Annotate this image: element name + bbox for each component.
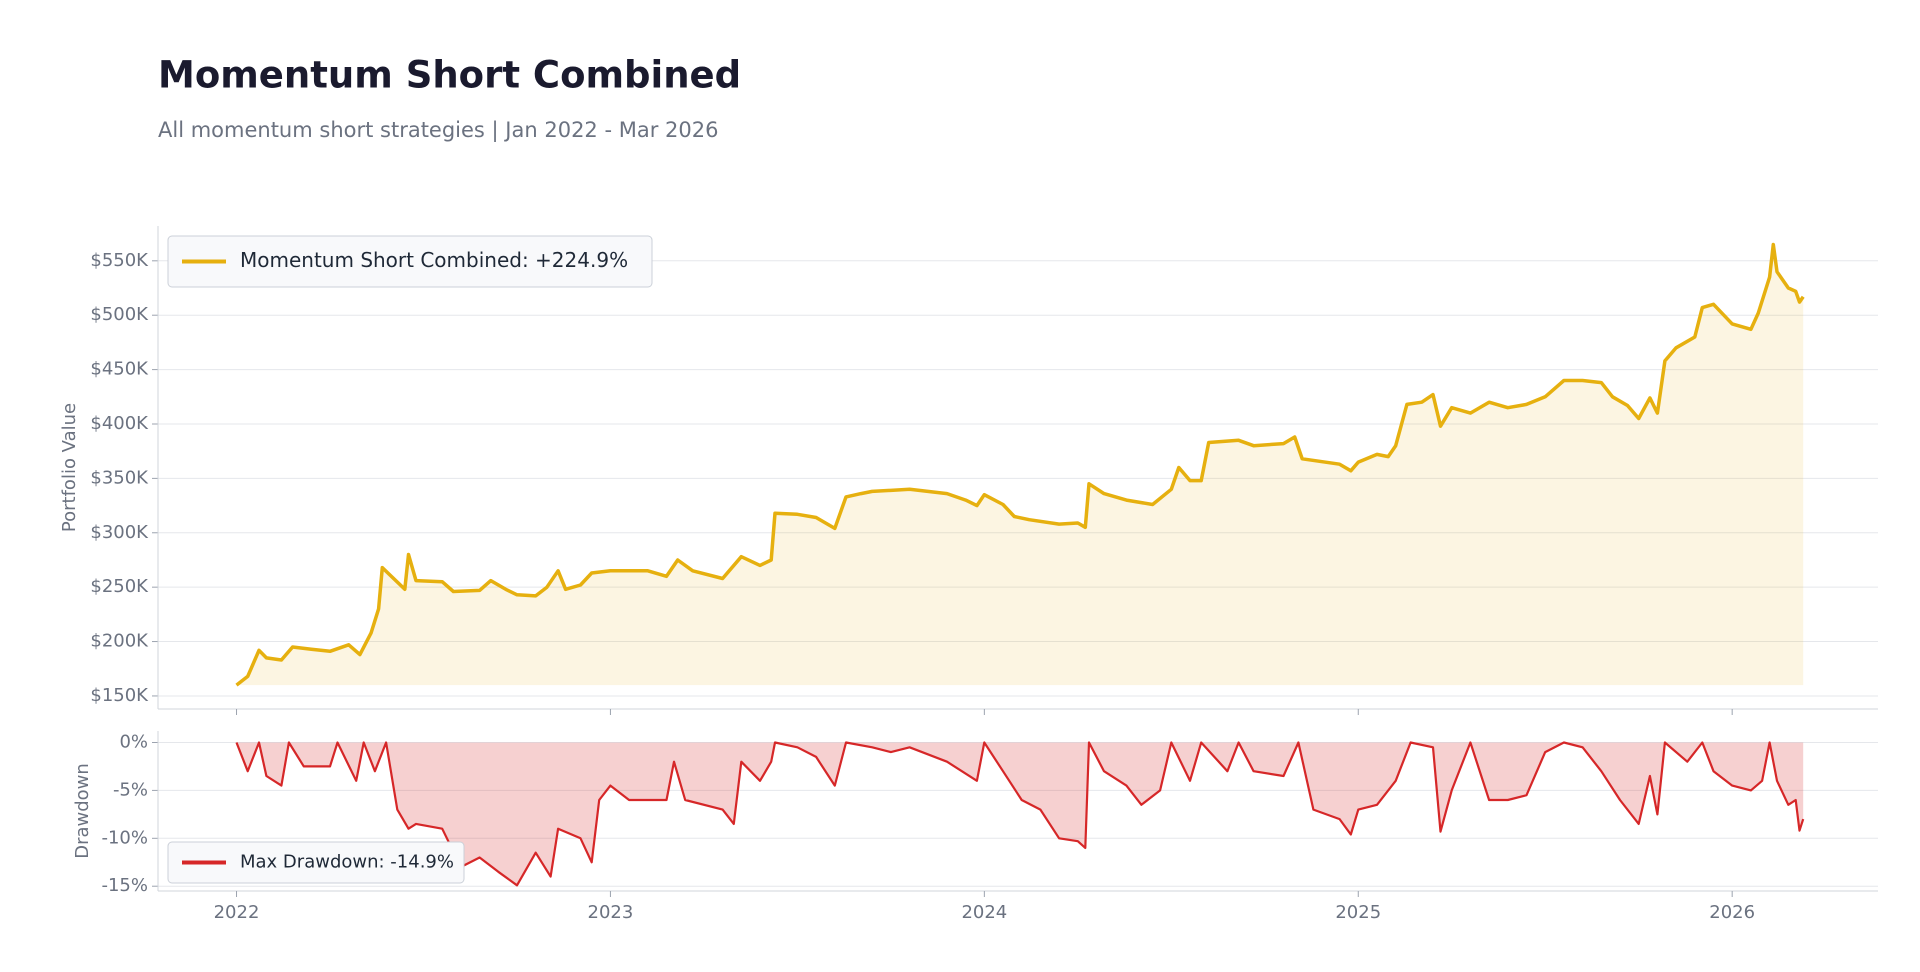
y-tick-label: $550K [90,250,149,271]
y-tick-label: -5% [113,779,148,800]
legend-box [167,235,653,288]
y-tick-label: $150K [90,685,149,706]
chart-title: Momentum Short Combined [158,54,741,97]
legend-box [167,841,465,884]
y-tick-label: -15% [101,875,148,896]
y-tick-label: $200K [90,631,149,652]
y-axis-label: Portfolio Value [59,403,80,532]
x-tick-label: 2023 [588,902,634,923]
x-tick-label: 2022 [214,902,260,923]
y-tick-label: -10% [101,827,148,848]
y-tick-label: $250K [90,576,149,597]
legend-label: Max Drawdown: -14.9% [240,852,454,873]
area-fill [236,244,1804,686]
y-tick-label: $300K [90,522,149,543]
x-tick-label: 2024 [961,902,1007,923]
y-tick-label: $400K [90,413,149,434]
y-tick-label: $500K [90,304,149,325]
y-tick-label: $450K [90,359,149,380]
chart-subtitle: All momentum short strategies | Jan 2022… [158,118,718,143]
y-tick-label: 0% [119,731,148,752]
y-tick-label: $350K [90,467,149,488]
x-tick-label: 2025 [1335,902,1381,923]
legend-label: Momentum Short Combined: +224.9% [240,248,628,272]
y-axis-label: Drawdown [72,763,93,859]
x-tick-label: 2026 [1709,902,1755,923]
area-fill [236,742,1804,886]
line [235,242,1805,687]
